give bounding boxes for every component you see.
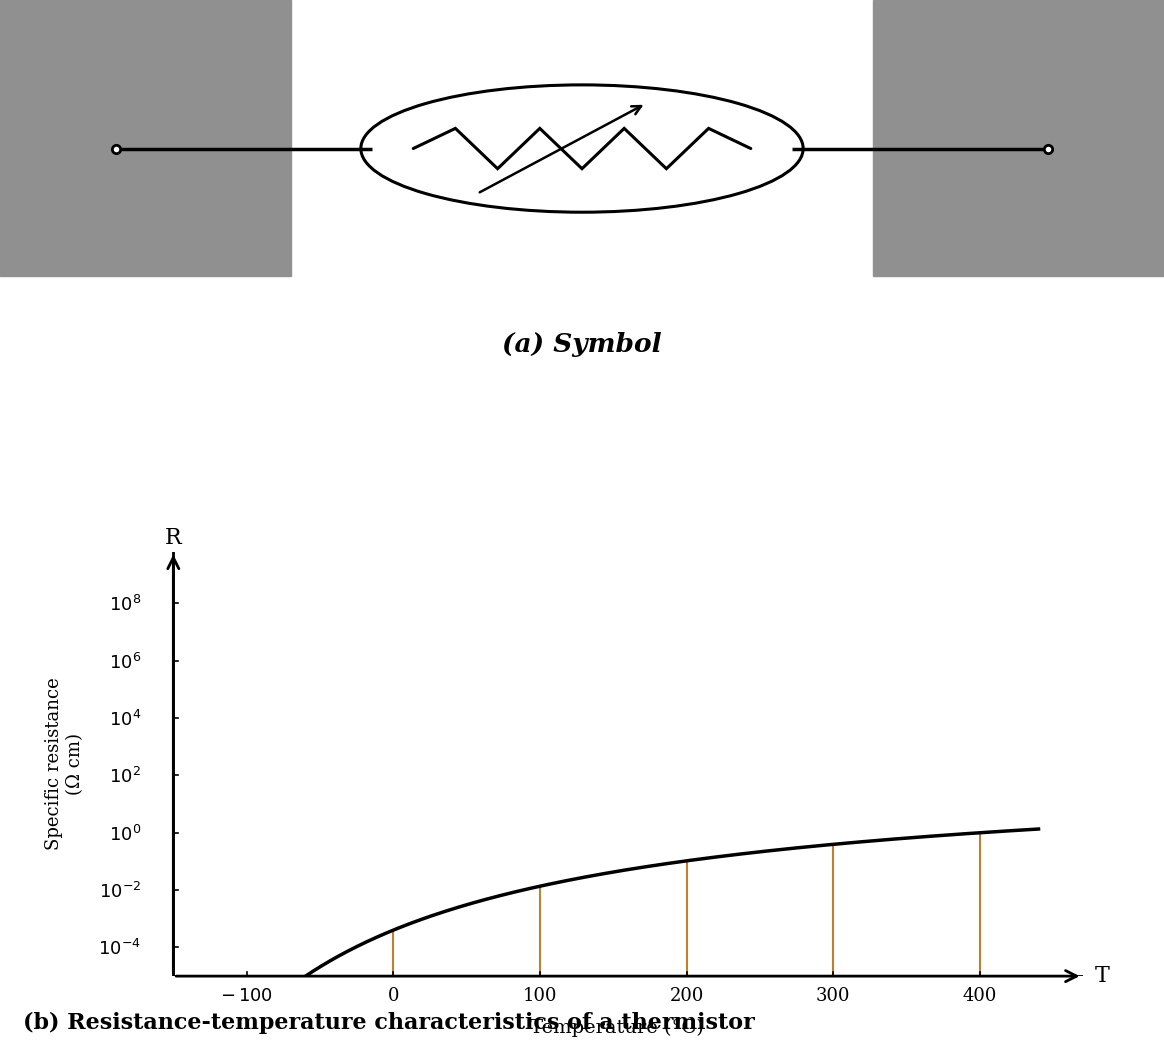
Ellipse shape: [361, 85, 803, 212]
Bar: [873, 0, 1164, 276]
Text: (a) Symbol: (a) Symbol: [502, 332, 662, 358]
Text: T: T: [1094, 966, 1109, 987]
Text: (b) Resistance-temperature characteristics of a thermistor: (b) Resistance-temperature characteristi…: [23, 1012, 755, 1034]
Text: R: R: [165, 527, 182, 549]
Bar: [0, 0, 291, 276]
Y-axis label: Specific resistance
(Ω cm): Specific resistance (Ω cm): [45, 678, 84, 850]
X-axis label: Temperature (°C): Temperature (°C): [530, 1019, 704, 1037]
